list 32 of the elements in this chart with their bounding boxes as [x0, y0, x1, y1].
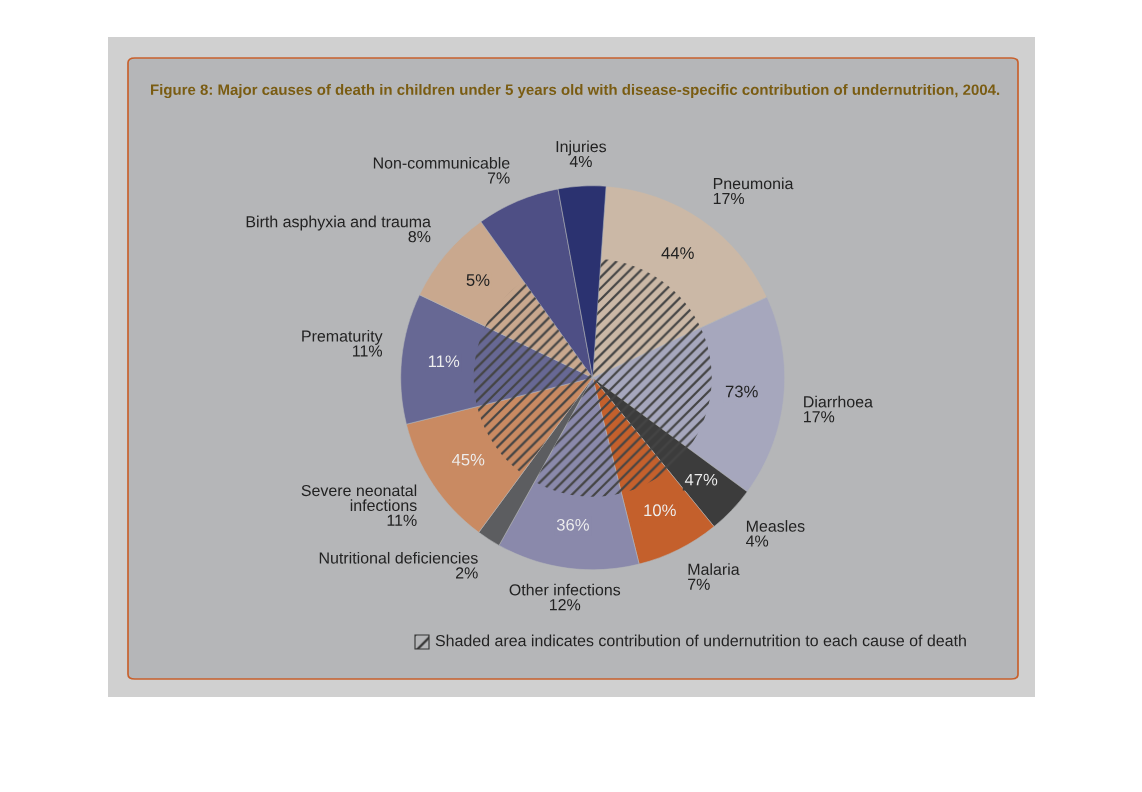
slice-label: Birth asphyxia and trauma [246, 215, 431, 231]
text: 11% [428, 355, 460, 368]
slice-label: Non-communicable [373, 156, 510, 169]
data-label: 12% [550, 599, 581, 611]
slice-label: Measles [746, 520, 805, 532]
slice-label: Malaria [688, 563, 740, 575]
text: 45% [451, 453, 485, 466]
slice-label: Injuries [556, 140, 607, 156]
data-label: 4% [746, 535, 769, 547]
data-label: 7% [487, 172, 510, 184]
data-label: 8% [408, 230, 431, 243]
text: Shaded area indicates contribution of undernutrition to each cause of death [435, 634, 966, 647]
text: 44% [661, 247, 694, 259]
text: 47% [684, 473, 718, 486]
data-label: 17% [804, 411, 835, 423]
slice-label: Pneumonia [713, 177, 794, 190]
text: 5% [466, 274, 490, 286]
data-label: 4% [569, 155, 592, 168]
slice-label: Nutritional deficiencies [319, 551, 478, 564]
slice-label: Other infections [509, 583, 621, 596]
data-label: 7% [688, 578, 710, 590]
data-label: 17% [713, 192, 745, 205]
slice-label: Prematurity [302, 330, 383, 345]
data-label: 2% [456, 567, 478, 579]
text: 73% [725, 385, 758, 398]
data-label: 11% [387, 514, 417, 526]
slice-label: Severe neonatal infections [301, 484, 417, 512]
chart-title: Figure 8: Major causes of death in children under 5 years old with disease-specific contribution of undernutrition, 2004. [151, 84, 1000, 99]
text: 10% [644, 504, 676, 517]
text: 36% [556, 518, 589, 531]
slice-label: Diarrhoea [804, 395, 873, 408]
data-label: 11% [353, 345, 383, 357]
